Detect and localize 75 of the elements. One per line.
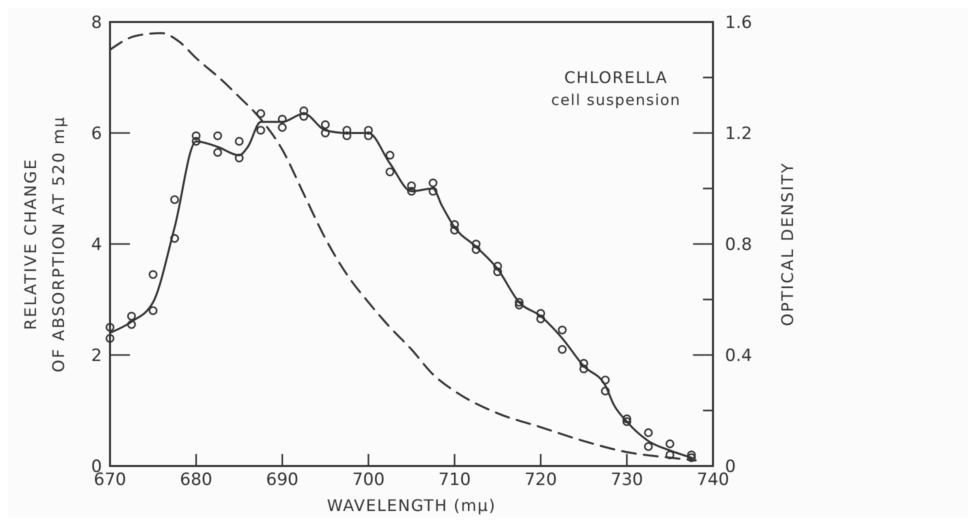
point (234, 136, 244, 146)
y-tick-label: 6 (91, 124, 102, 144)
point (342, 126, 352, 135)
point (234, 154, 244, 162)
point (364, 126, 373, 135)
point (364, 131, 373, 140)
point (407, 186, 416, 196)
point (644, 428, 653, 438)
x-tick-label: 690 (266, 470, 299, 490)
point (558, 345, 567, 354)
point (622, 414, 632, 424)
point (320, 120, 330, 130)
point (450, 220, 459, 229)
y2-tick-label: 1.2 (725, 124, 752, 144)
point (342, 131, 352, 140)
point (299, 106, 308, 116)
point (278, 123, 287, 132)
y2-tick-label: 0.8 (725, 235, 752, 255)
annotation: cell suspension (551, 91, 681, 109)
point (192, 131, 201, 140)
point (127, 312, 136, 321)
point (493, 262, 502, 271)
x-tick-label: 700 (352, 470, 385, 490)
x-tick-label: 720 (524, 470, 557, 490)
point (148, 306, 158, 315)
point (278, 114, 287, 124)
point (170, 195, 180, 204)
point (666, 439, 674, 448)
y-tick-label: 2 (91, 346, 102, 366)
x-axis-title: WAVELENGTH (mμ) (327, 496, 496, 515)
point (687, 453, 696, 462)
point (428, 178, 438, 188)
point (558, 326, 567, 334)
x-tick-label: 680 (180, 470, 212, 490)
point (687, 450, 696, 460)
point (106, 334, 114, 343)
y-axis-title: RELATIVE CHANGE OF ABSORPTION AT 520 mμ (21, 116, 68, 372)
point (386, 167, 394, 176)
point (579, 358, 588, 368)
point (514, 300, 524, 310)
point (106, 322, 114, 332)
point (148, 270, 158, 279)
x-tick-label: 710 (438, 470, 471, 490)
point (320, 128, 330, 138)
y-tick-label: 4 (91, 235, 102, 255)
point (127, 320, 136, 329)
x-tick-label: 730 (610, 470, 644, 490)
point (256, 109, 266, 118)
point (386, 150, 394, 160)
point (170, 234, 180, 243)
point (213, 148, 222, 157)
point (192, 136, 201, 146)
y2-axis-title: OPTICAL DENSITY (778, 162, 797, 326)
y2-tick-label: 0.4 (725, 346, 752, 366)
point (600, 386, 610, 396)
point (666, 450, 674, 460)
y-tick-label: 8 (91, 13, 102, 33)
point (299, 112, 308, 121)
point (600, 376, 610, 384)
annotation: CHLORELLA (564, 68, 668, 87)
y2-tick-label: 1.6 (725, 13, 752, 33)
point (644, 442, 653, 451)
point (256, 126, 266, 135)
point (514, 298, 524, 307)
point (493, 267, 502, 276)
point (428, 186, 438, 196)
point (579, 364, 588, 374)
point (536, 314, 546, 324)
point (472, 245, 481, 254)
point (536, 308, 546, 318)
point (213, 131, 222, 140)
point (407, 181, 416, 190)
point (450, 226, 459, 235)
point (472, 240, 481, 248)
point (622, 417, 632, 426)
